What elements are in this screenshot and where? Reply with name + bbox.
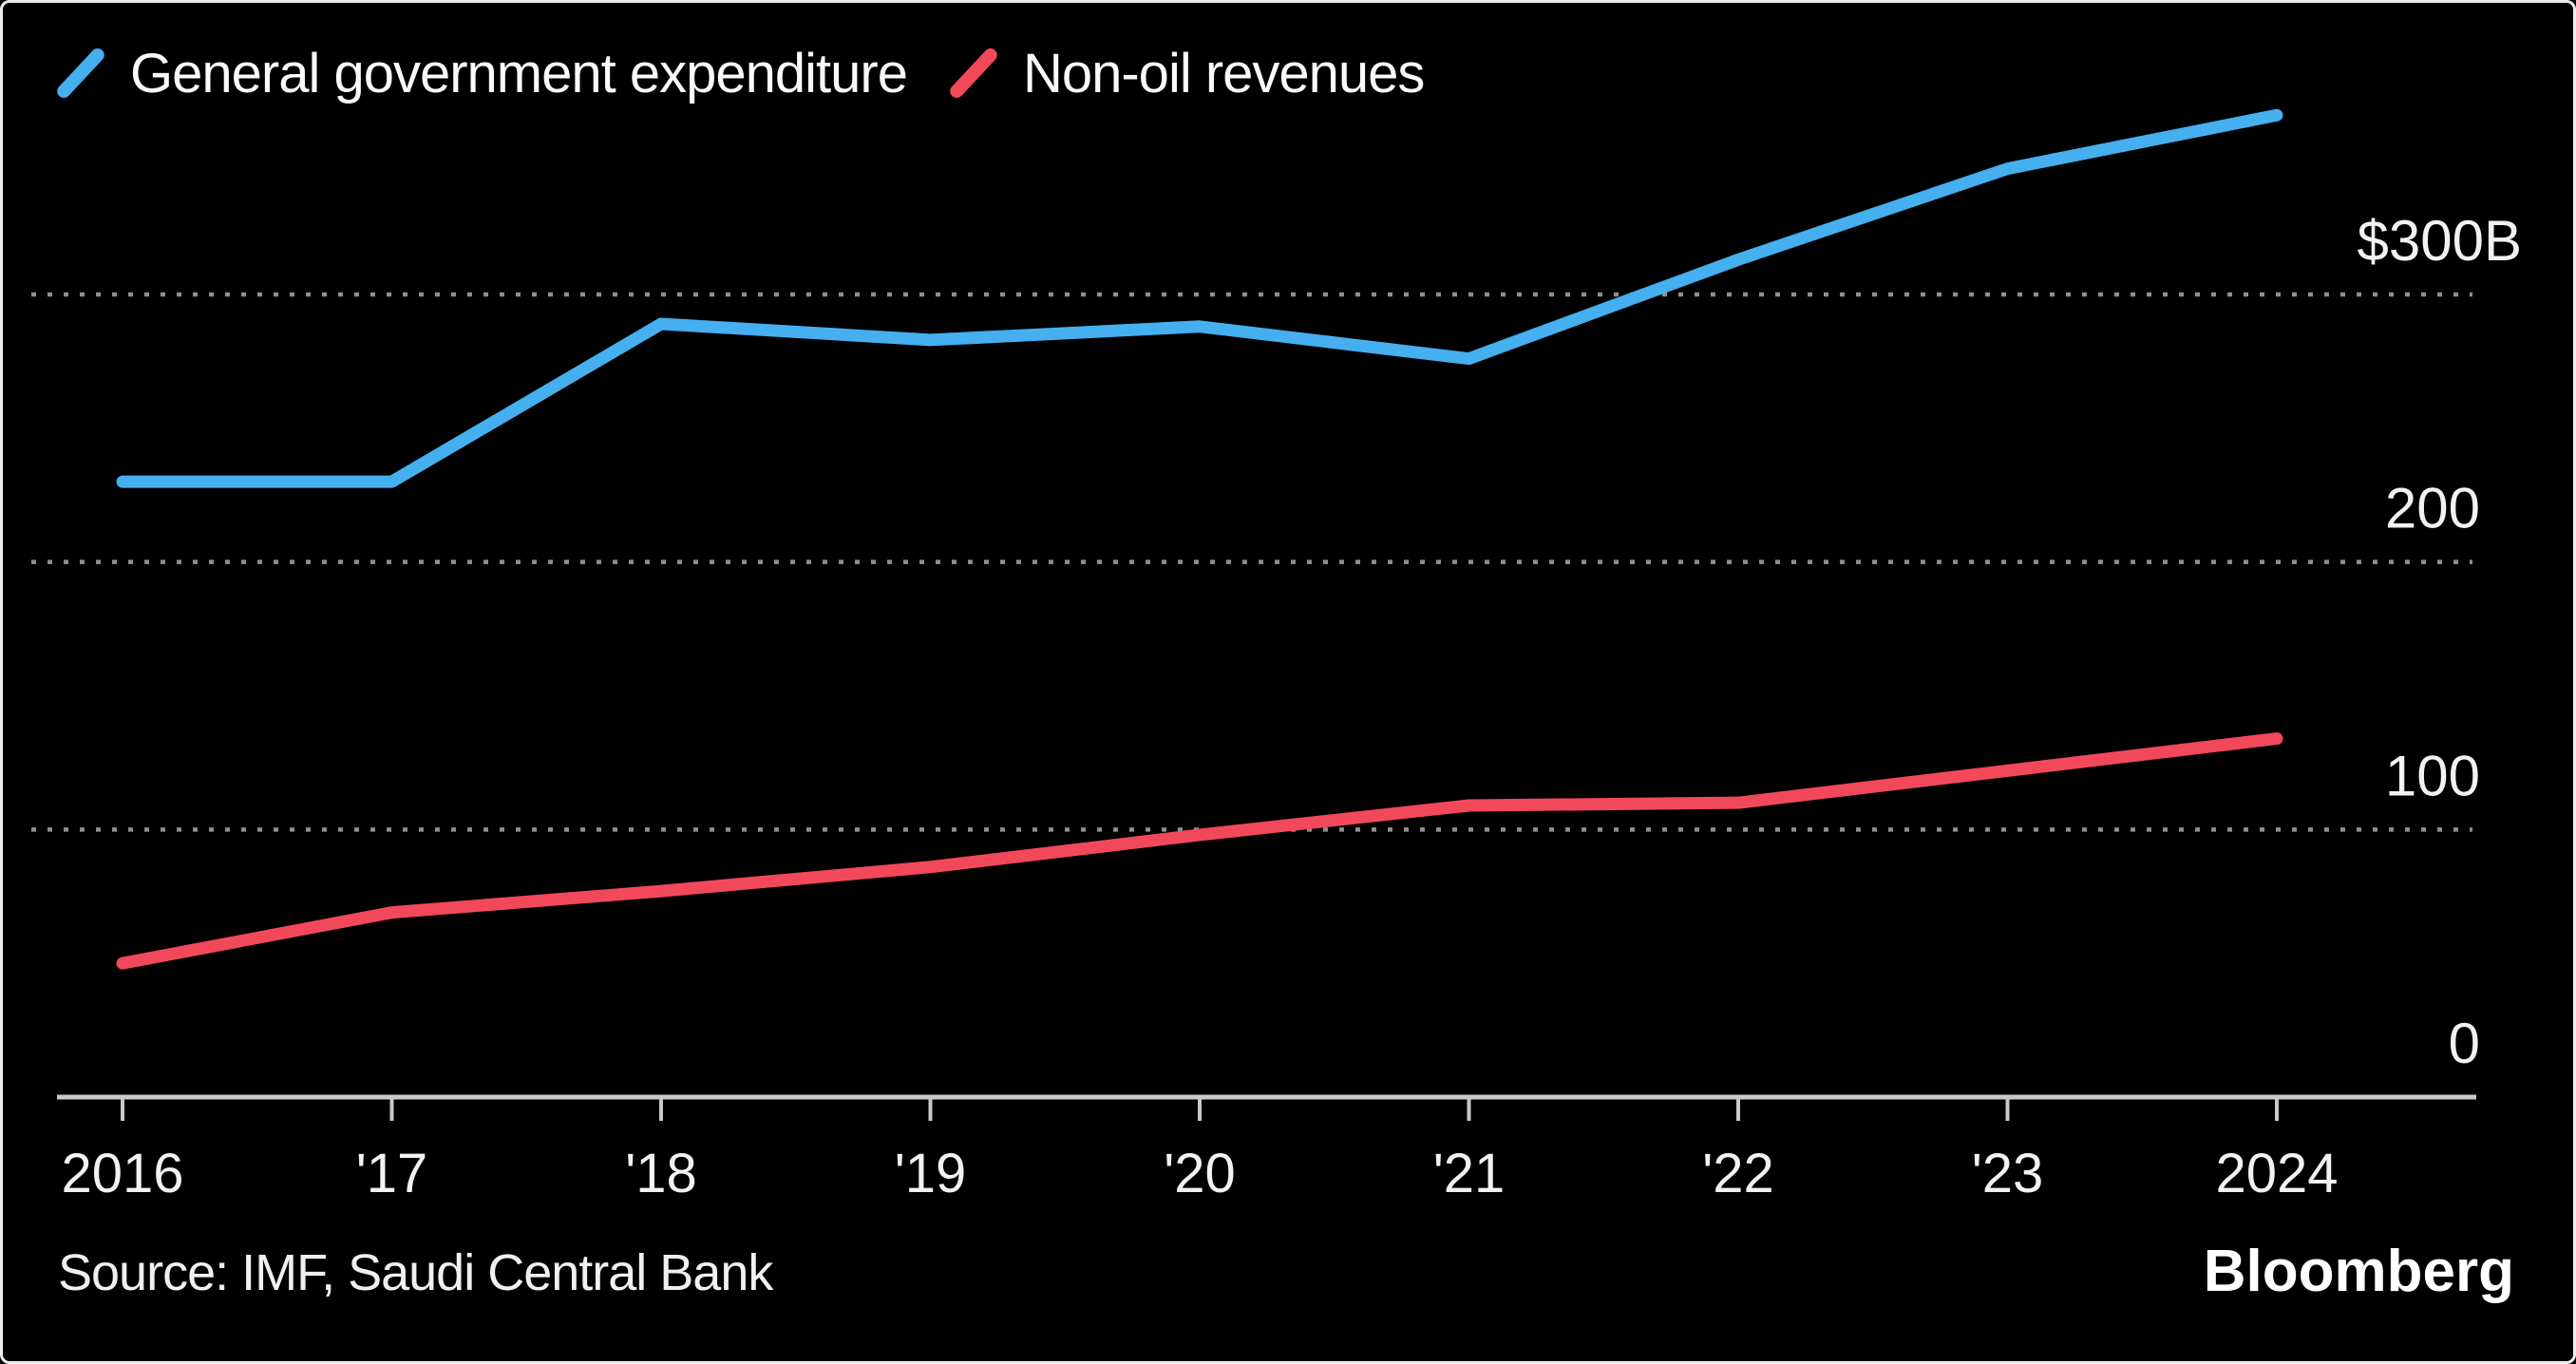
y-axis-label-0: 0 [2449,1012,2480,1075]
legend-swatch-wrap [947,31,1000,115]
series-line-general-government-expenditure [116,108,2283,488]
x-axis-label-'23: '23 [1972,1143,2044,1204]
x-axis-label-2016: 2016 [61,1143,183,1204]
legend-label-general-government-expenditure: General government expenditure [130,42,908,104]
y-axis-label-200: 200 [2385,477,2480,540]
legend-label-non-oil-revenues: Non-oil revenues [1022,42,1425,104]
blue-slash-icon [54,46,107,101]
series-line-non-oil-revenues [116,732,2283,970]
source-text: Source: IMF, Saudi Central Bank [58,1244,773,1301]
bloomberg-logo: Bloomberg [2203,1239,2514,1304]
x-axis-label-'17: '17 [356,1143,428,1204]
x-axis-label-'20: '20 [1164,1143,1236,1204]
red-slash-icon [947,46,1000,101]
y-axis-label-300: $300B [2358,209,2523,273]
legend-swatch-wrap [54,31,107,115]
x-axis-label-'19: '19 [895,1143,967,1204]
x-axis-label-2024: 2024 [2215,1143,2338,1204]
legend: General government expenditure Non-oil r… [54,31,1425,115]
chart-canvas: 2016 '17 '18 '19 '20 '21 '22 '23 2024 $300B 200 100… [31,108,2523,1204]
x-axis-label-'22: '22 [1702,1143,1774,1204]
legend-item-general-government-expenditure: General government expenditure [54,31,908,115]
x-axis-label-'18: '18 [625,1143,697,1204]
x-axis-label-'21: '21 [1433,1143,1506,1204]
legend-item-non-oil-revenues: Non-oil revenues [947,31,1425,115]
y-axis-label-100: 100 [2385,744,2480,807]
